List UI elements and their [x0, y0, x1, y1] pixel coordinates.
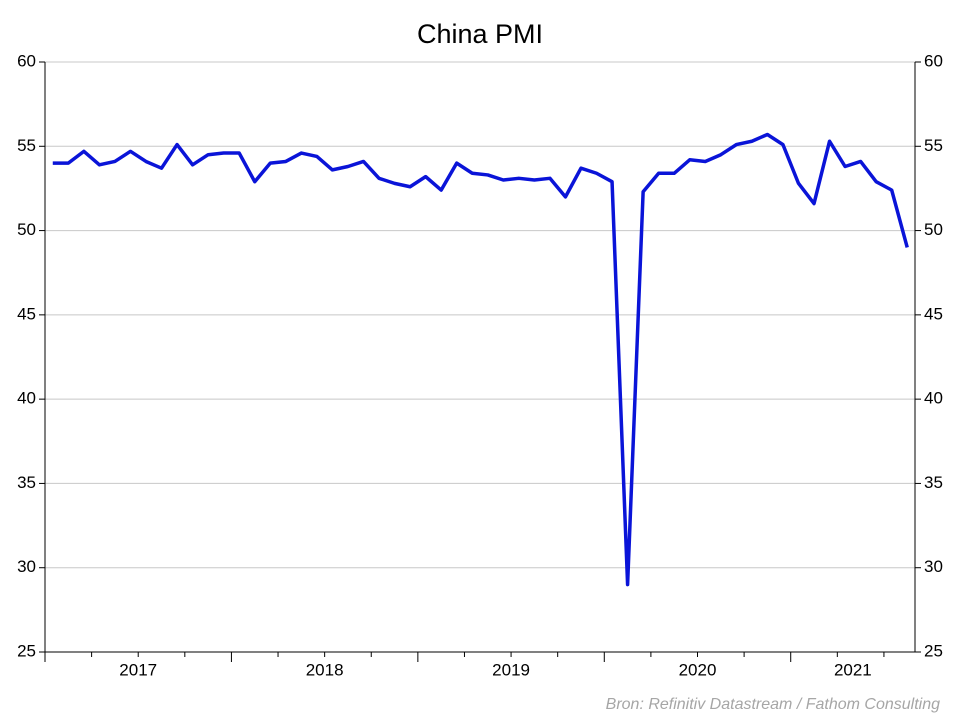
- x-tick-label: 2017: [119, 660, 157, 679]
- y2-tick-label: 40: [924, 389, 943, 408]
- y-tick-label: 40: [17, 389, 36, 408]
- x-tick-label: 2020: [679, 660, 717, 679]
- source-note: Bron: Refinitiv Datastream / Fathom Cons…: [606, 696, 940, 713]
- y2-tick-label: 45: [924, 304, 943, 323]
- data-line: [52, 132, 909, 587]
- y2-tick-label: 30: [924, 557, 943, 576]
- y-tick-label: 30: [17, 557, 36, 576]
- y-tick-label: 35: [17, 473, 36, 492]
- y-tick-label: 50: [17, 220, 36, 239]
- y-tick-label: 45: [17, 304, 36, 323]
- y-tick-label: 55: [17, 136, 36, 155]
- y-tick-label: 25: [17, 641, 36, 660]
- x-tick-label: 2021: [834, 660, 872, 679]
- y2-tick-label: 60: [924, 51, 943, 70]
- y-tick-label: 60: [17, 51, 36, 70]
- x-tick-label: 2018: [306, 660, 344, 679]
- y2-tick-label: 50: [924, 220, 943, 239]
- y2-tick-label: 25: [924, 641, 943, 660]
- chart-title: China PMI: [417, 19, 543, 49]
- y2-tick-label: 55: [924, 136, 943, 155]
- y2-tick-label: 35: [924, 473, 943, 492]
- x-tick-label: 2019: [492, 660, 530, 679]
